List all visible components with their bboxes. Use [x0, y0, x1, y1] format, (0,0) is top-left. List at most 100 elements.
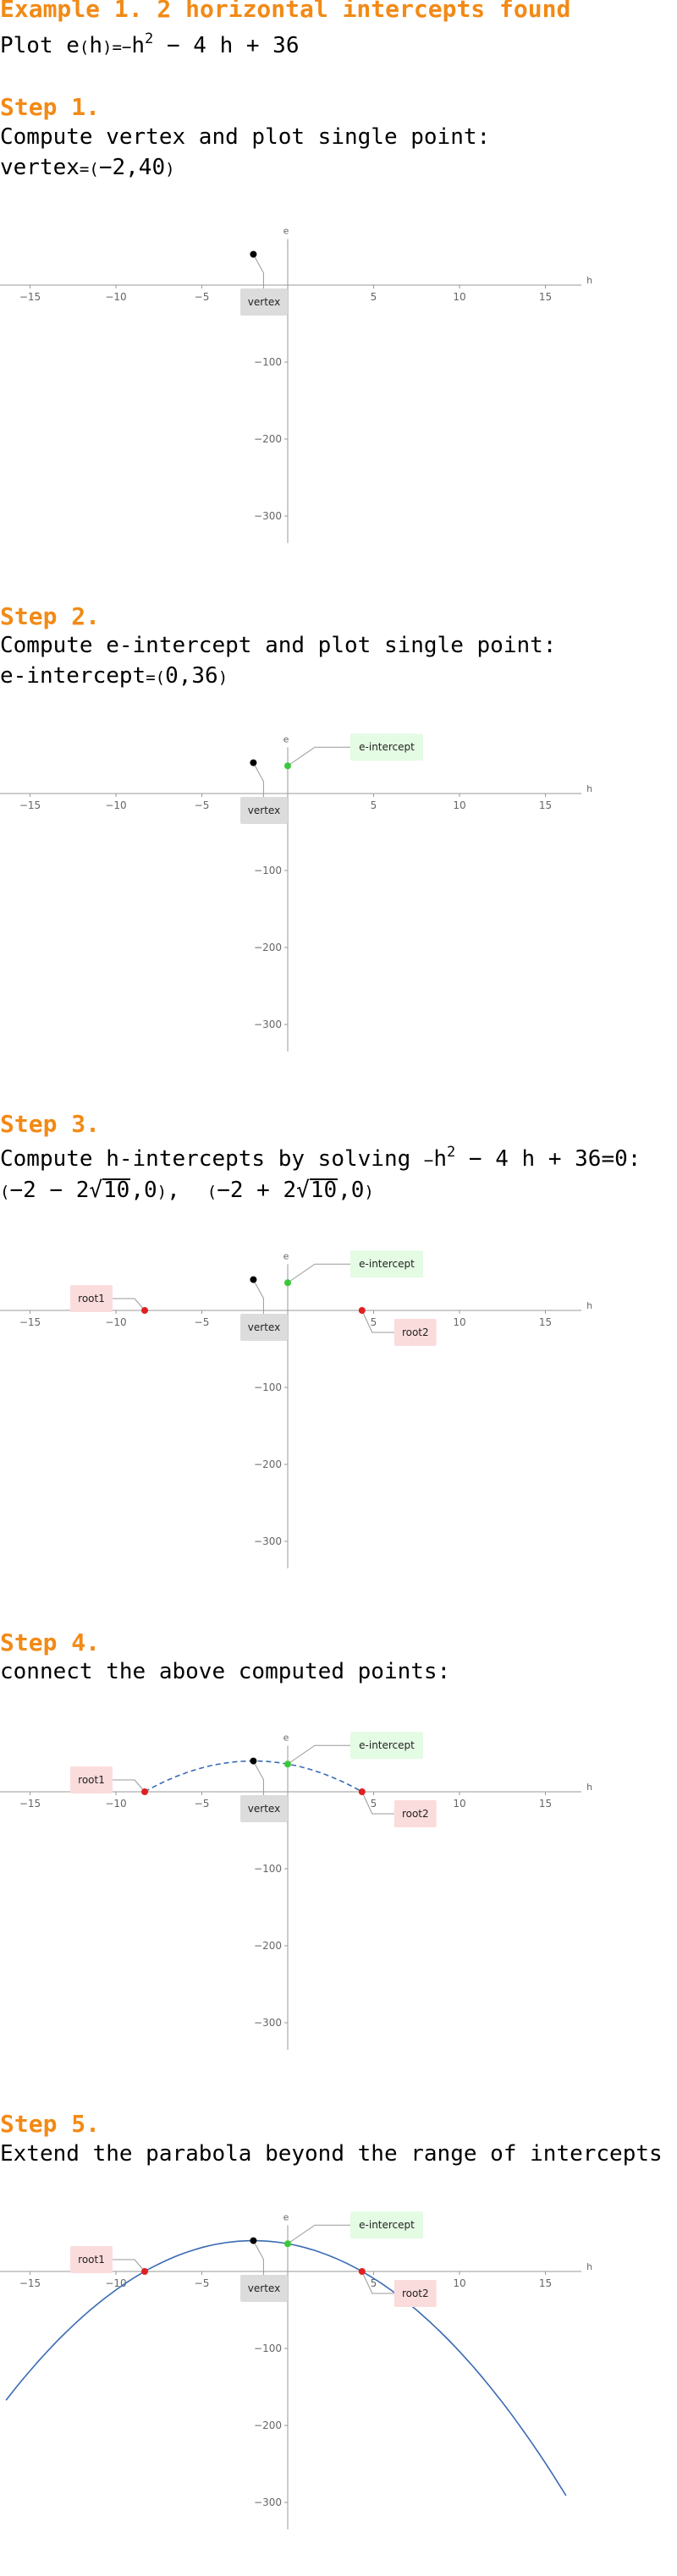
- root2-label-box: [394, 1800, 437, 1827]
- vertex-label: vertex: [0, 155, 80, 180]
- e-intercept-label: e-intercept: [359, 1258, 415, 1270]
- vertex-label-box: [240, 288, 288, 316]
- root2-label: root2: [402, 1326, 429, 1338]
- vertex-label: vertex: [248, 1321, 280, 1333]
- y-tick-label: −200: [254, 942, 282, 953]
- plot-h: h: [131, 33, 146, 58]
- plot-prefix: Plot e: [0, 33, 80, 58]
- root2-pre: −2 + 2: [217, 1178, 297, 1203]
- vertex-callout-line: [252, 2240, 264, 2275]
- y-tick-label: −200: [254, 433, 282, 445]
- x-axis-label: h: [586, 783, 592, 794]
- root1-label-box: [70, 2246, 113, 2273]
- x-tick-label: 15: [539, 2277, 552, 2289]
- e-intercept-callout-line: [287, 1263, 350, 1283]
- y-tick-label: −100: [254, 1863, 282, 1875]
- y-tick-label: −100: [254, 865, 282, 876]
- step1-title: Step 1.: [0, 93, 101, 121]
- root1-point: [141, 1307, 149, 1314]
- y-axis-label: e: [283, 225, 289, 236]
- vertex-callout-line: [252, 254, 264, 288]
- x-tick-label: −5: [195, 291, 210, 303]
- root2-callout-line: [361, 2271, 394, 2294]
- x-tick-label: −5: [195, 799, 210, 811]
- vertex-rparen: ): [165, 160, 175, 179]
- vertex-eq: =: [79, 160, 90, 179]
- e-intercept-rparen: ): [217, 668, 228, 687]
- root2-callout-line: [361, 1791, 394, 1815]
- y-tick-label: −300: [254, 510, 282, 522]
- e-intercept-point: [284, 2240, 291, 2248]
- y-tick-label: −200: [254, 1458, 282, 1470]
- vertex-callout-line: [252, 762, 264, 797]
- e-intercept-label: e-intercept: [359, 2219, 415, 2231]
- x-tick-label: 5: [371, 1316, 377, 1328]
- root2-sqrt-sign: √: [296, 1178, 310, 1203]
- chart-step2: h e −15 −10 −5 5 10 15 −100 −200 −300 vertex e-inter…: [0, 733, 592, 1052]
- e-intercept-label: e-intercept: [359, 1739, 415, 1751]
- root1-post: ,0: [130, 1178, 157, 1203]
- root1-close: ): [157, 1183, 168, 1201]
- step2-title: Step 2.: [0, 602, 101, 630]
- vertex-callout-line: [252, 1760, 264, 1795]
- x-tick-label: 10: [453, 2277, 465, 2289]
- y-tick-label: −300: [254, 1535, 282, 1547]
- x-tick-label: 10: [453, 291, 465, 303]
- x-tick-label: 10: [453, 799, 465, 811]
- x-tick-label: 15: [539, 291, 552, 303]
- root2-open: (: [206, 1183, 217, 1201]
- e-intercept-label-box: [350, 733, 423, 761]
- step2-line2: e-intercept=(0,36): [0, 663, 228, 689]
- e-intercept-label-box: [350, 1732, 423, 1760]
- plot-eq: =: [112, 38, 122, 57]
- x-axis-label: h: [586, 275, 592, 286]
- vertex-label: vertex: [248, 2282, 280, 2294]
- vertex-label-box: [240, 1314, 288, 1341]
- root1-open: (: [0, 1183, 10, 1201]
- e-intercept-point: [284, 1760, 291, 1768]
- step2-line1: Compute e-intercept and plot single poin…: [0, 633, 557, 658]
- step1-line2: vertex=(−2,40): [0, 155, 175, 180]
- root1-callout-line: [113, 1298, 146, 1311]
- step3-roots: (−2 − 2√10,0), (−2 + 2√10,0): [0, 1178, 374, 1203]
- vertex-value: −2,40: [98, 155, 166, 180]
- x-tick-label: 5: [371, 2277, 377, 2289]
- root1-label: root1: [78, 2254, 105, 2266]
- step3-line1: Compute h-intercepts by solving −h2 − 4 …: [0, 1144, 641, 1172]
- step3-title: Step 3.: [0, 1110, 101, 1138]
- root1-label-box: [70, 1285, 113, 1312]
- e-intercept-point: [284, 762, 291, 770]
- root2-point: [358, 1788, 366, 1795]
- step5-title: Step 5.: [0, 2110, 101, 2138]
- vertex-point: [250, 1757, 257, 1765]
- x-tick-label: 15: [539, 1798, 552, 1810]
- y-axis-label: e: [283, 733, 289, 744]
- x-tick-label: −15: [19, 799, 41, 811]
- x-tick-label: 5: [371, 291, 377, 303]
- solve-exponent: 2: [447, 1144, 456, 1161]
- e-intercept-callout-line: [287, 746, 350, 766]
- step5-line1: Extend the parabola beyond the range of …: [0, 2141, 663, 2167]
- solve-minus: −: [423, 1151, 434, 1170]
- chart-step3: h e −15 −10 −5 5 10 15 −100 −200 −300 vertex e-inter…: [0, 1250, 592, 1568]
- root2-close: ): [364, 1183, 374, 1201]
- x-tick-label: −15: [19, 2277, 41, 2289]
- y-axis-label: e: [283, 1732, 289, 1743]
- root1-callout-line: [113, 1779, 146, 1793]
- solve-h: h: [433, 1146, 448, 1172]
- root1-label-box: [70, 1766, 113, 1793]
- y-tick-label: −300: [254, 2017, 282, 2029]
- y-tick-label: −200: [254, 2419, 282, 2431]
- y-tick-label: −100: [254, 1381, 282, 1393]
- root2-point: [358, 2268, 366, 2275]
- root1-sqrt-sign: √: [89, 1178, 103, 1203]
- vertex-callout-line: [252, 1279, 264, 1314]
- plot-minus: −: [121, 38, 132, 57]
- root1-radicand: 10: [102, 1178, 131, 1203]
- x-tick-label: 15: [539, 1316, 552, 1328]
- vertex-label-box: [240, 2275, 288, 2302]
- step4-title: Step 4.: [0, 1629, 101, 1656]
- x-axis-label: h: [586, 2261, 592, 2272]
- plot-arg: h: [89, 33, 103, 58]
- x-tick-label: 15: [539, 799, 552, 811]
